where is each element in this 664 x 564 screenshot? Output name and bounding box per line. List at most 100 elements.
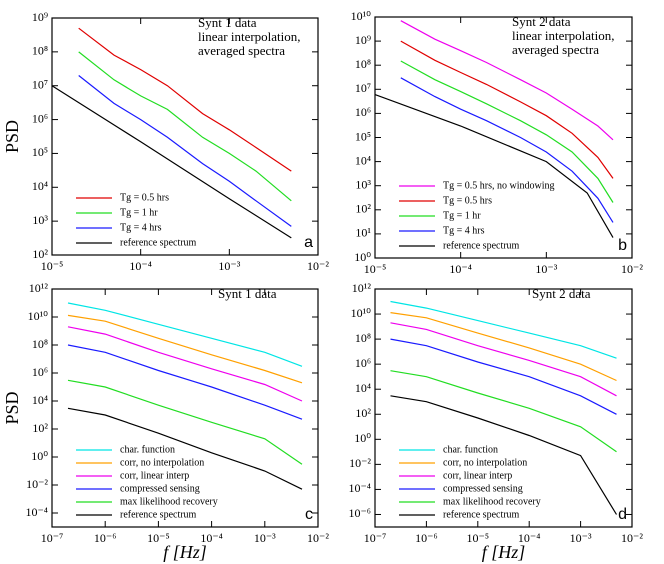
y-tick-label: 10⁶: [32, 365, 48, 379]
legend-label: Tg = 0.5 hrs: [120, 192, 169, 203]
legend-label: corr, no interpolation: [443, 457, 527, 468]
series-line: [400, 60, 614, 203]
series-line: [390, 322, 617, 397]
legend-label: reference spectrum: [443, 240, 520, 251]
y-tick-label: 10⁸: [355, 331, 371, 345]
x-tick-label: 10⁻²: [307, 259, 329, 273]
y-tick-label: 10¹²: [29, 281, 49, 295]
y-tick-label: 10⁹: [32, 10, 48, 24]
panel-label: b: [618, 237, 627, 254]
panel: 10⁻⁷ 10⁻⁶ 10⁻⁵ 10⁻⁴ 10⁻³ 10⁻² 10⁻⁴ 10⁻² 10⁰ 10² 10…: [2, 281, 329, 562]
legend-label: max likelihood recovery: [443, 496, 541, 507]
annotation: Synt 2 data: [512, 14, 571, 29]
y-tick-label: 10⁻²: [349, 456, 371, 470]
series-line: [374, 94, 614, 238]
y-tick-label: 10¹⁰: [351, 9, 372, 23]
y-tick-label: 10⁷: [32, 77, 48, 91]
x-tick-label: 10⁻²: [621, 531, 643, 545]
y-tick-label: 10⁰: [354, 431, 371, 445]
series-line: [390, 300, 617, 359]
y-tick-label: 10⁶: [32, 111, 48, 125]
y-tick-label: 10⁶: [355, 356, 371, 370]
x-tick-label: 10⁻⁴: [200, 531, 223, 545]
series-line: [67, 344, 303, 420]
legend-label: Tg = 4 hrs: [443, 225, 485, 236]
legend-label: Tg = 1 hr: [120, 207, 158, 218]
x-tick-label: 10⁻⁶: [94, 531, 117, 545]
y-tick-label: 10²: [355, 202, 371, 216]
series-line: [390, 370, 617, 453]
y-tick-label: 10²: [32, 421, 48, 435]
series-line: [67, 379, 303, 465]
annotation: Synt 1 data: [198, 15, 257, 30]
legend-label: char. function: [443, 444, 498, 455]
legend-label: reference spectrum: [120, 509, 197, 520]
series-line: [78, 75, 292, 227]
panel: 10⁻⁵ 10⁻⁴ 10⁻³ 10⁻² 10⁰ 10¹ 10² 10³ 10⁴ 10⁵ 10⁶ 10⁷…: [351, 9, 644, 276]
y-tick-label: 10⁷: [355, 81, 371, 95]
series-line: [400, 20, 614, 141]
series-line: [400, 40, 614, 179]
y-tick-label: 10⁻⁴: [25, 505, 48, 519]
y-axis-label: PSD: [2, 120, 22, 153]
y-tick-label: 10³: [355, 177, 371, 191]
x-tick-label: 10⁻⁴: [449, 262, 472, 276]
plot-frame: [51, 288, 319, 528]
panel-label: d: [618, 506, 627, 523]
annotation: averaged spectra: [198, 43, 285, 58]
y-tick-label: 10⁵: [355, 129, 371, 143]
annotation: Synt 1 data: [218, 286, 277, 301]
annotation: linear interpolation,: [512, 28, 615, 43]
legend-label: char. function: [120, 444, 175, 455]
x-tick-label: 10⁻²: [621, 262, 643, 276]
x-tick-label: 10⁻⁴: [518, 531, 541, 545]
series-line: [78, 51, 292, 202]
y-tick-label: 10⁴: [355, 381, 371, 395]
x-axis-label: f [Hz]: [163, 542, 207, 562]
legend-label: reference spectrum: [120, 237, 197, 248]
legend-label: corr, no interpolation: [120, 457, 204, 468]
y-tick-label: 10²: [355, 406, 371, 420]
y-tick-label: 10²: [32, 247, 48, 261]
x-tick-label: 10⁻⁷: [41, 531, 64, 545]
x-tick-label: 10⁻²: [307, 531, 329, 545]
panel-label: c: [305, 506, 313, 523]
y-tick-label: 10⁻⁶: [348, 506, 371, 520]
x-tick-label: 10⁻³: [535, 262, 557, 276]
legend-label: corr, linear interp: [120, 470, 189, 481]
annotation: averaged spectra: [512, 42, 599, 57]
y-tick-label: 10³: [32, 213, 48, 227]
panel: 10⁻⁵ 10⁻⁴ 10⁻³ 10⁻² 10² 10³ 10⁴ 10⁵ 10⁶ 10⁷ 10⁸ 10⁹…: [2, 10, 329, 273]
y-tick-label: 10¹⁰: [28, 309, 49, 323]
x-tick-label: 10⁻⁵: [147, 531, 170, 545]
x-tick-label: 10⁻⁶: [415, 531, 438, 545]
y-tick-label: 10¹⁰: [351, 306, 372, 320]
panel-label: a: [304, 234, 313, 251]
series-line: [67, 302, 303, 367]
series-line: [390, 395, 618, 515]
series-line: [67, 326, 303, 402]
legend-label: reference spectrum: [443, 509, 520, 520]
series-line: [67, 314, 303, 384]
y-tick-label: 10⁶: [355, 105, 371, 119]
y-tick-label: 10⁸: [355, 57, 371, 71]
series-line: [390, 338, 617, 415]
series-line: [51, 85, 292, 239]
x-tick-label: 10⁻³: [570, 531, 592, 545]
annotation: Synt 2 data: [532, 286, 591, 301]
y-tick-label: 10⁰: [31, 449, 48, 463]
x-axis-label: f [Hz]: [482, 542, 526, 562]
series-line: [67, 407, 303, 490]
y-tick-label: 10⁰: [354, 250, 371, 264]
y-tick-label: 10⁹: [355, 33, 371, 47]
x-tick-label: 10⁻⁵: [364, 262, 387, 276]
legend-label: Tg = 0.5 hrs: [443, 195, 492, 206]
y-tick-label: 10⁴: [32, 179, 48, 193]
y-tick-label: 10¹²: [352, 281, 372, 295]
legend-label: Tg = 0.5 hrs, no windowing: [443, 180, 554, 191]
y-tick-label: 10⁸: [32, 44, 48, 58]
legend-label: Tg = 4 hrs: [120, 222, 162, 233]
x-tick-label: 10⁻⁵: [467, 531, 490, 545]
y-tick-label: 10⁻⁴: [348, 481, 371, 495]
y-tick-label: 10⁴: [355, 153, 371, 167]
